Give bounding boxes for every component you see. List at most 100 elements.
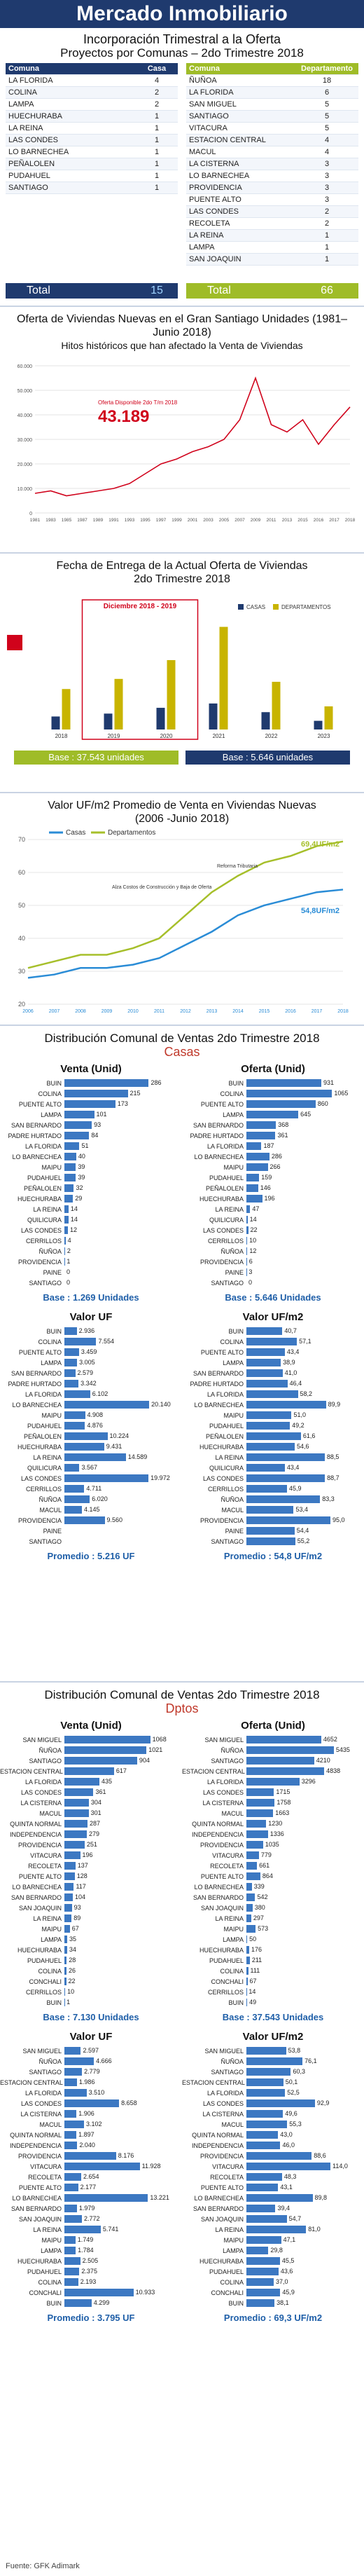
bar-value: 50 [249, 1936, 257, 1943]
bar-label: SAN BERNARDO [10, 2205, 62, 2212]
bar-track: 137 [64, 1862, 178, 1870]
bar-label: MACUL [39, 2121, 62, 2128]
bar-label: SANTIAGO [211, 1537, 244, 1545]
bar-label: MAIPU [41, 2236, 62, 2244]
bar-track [64, 1537, 178, 1545]
bar-value: 1035 [265, 1841, 279, 1848]
bar-track: 4652 [246, 1736, 360, 1743]
bar-track: 13.221 [64, 2194, 178, 2202]
bar-row: ESTACION CENTRAL 4838 [182, 1766, 360, 1776]
bar-value: 111 [250, 1967, 260, 1974]
bar-row: PAINE 0 [0, 1267, 178, 1277]
bar-track: 29 [64, 1195, 178, 1203]
bar-row: ÑUÑOA 2 [0, 1246, 178, 1256]
bar-list: SAN MIGUEL 2.597 ÑUÑOA 4.666 SANTIAGO 2.779 ES… [0, 2043, 182, 2308]
bar-label: QUINTA NORMAL [192, 2131, 244, 2139]
bar-track: 368 [246, 1121, 360, 1129]
bar-row: PUENTE ALTO 128 [0, 1871, 178, 1882]
y-tick-label: 20 [18, 1001, 25, 1008]
bar-track: 41,0 [246, 1369, 360, 1377]
bar-track: 279 [64, 1830, 178, 1838]
cell-comuna: PROVIDENCIA [186, 181, 295, 194]
bar-track: 215 [64, 1090, 178, 1097]
bar-label: LAMPA [41, 1111, 62, 1118]
bar [64, 1359, 78, 1366]
bar-row: LA REINA 89 [0, 1913, 178, 1924]
bar [64, 2226, 101, 2233]
bar-label: MAIPU [223, 1925, 244, 1933]
bar-row: BUIN 931 [182, 1078, 360, 1088]
bar-track: 1.897 [64, 2131, 178, 2139]
bar-row: QUILICURA 14 [182, 1214, 360, 1225]
cell-comuna: LO BARNECHEA [186, 170, 295, 182]
bar-track: 2.654 [64, 2173, 178, 2181]
bar [64, 2142, 78, 2149]
bar [246, 1359, 281, 1366]
panel-title: Venta (Unid) [60, 1063, 122, 1075]
bar-track: 1336 [246, 1830, 360, 1838]
bar-row: SANTIAGO 4210 [182, 1755, 360, 1766]
bar-track: 67 [246, 1978, 360, 1985]
bar-label: LAMPA [223, 1359, 244, 1366]
bar-label: LAMPA [41, 1936, 62, 1943]
bar-label: LAMPA [41, 2247, 62, 2254]
bar [64, 2173, 81, 2181]
bar-label: BUIN [46, 1327, 62, 1335]
cell-count: 5 [295, 122, 358, 135]
bar-value: 88,6 [314, 2152, 326, 2159]
bar-row: LO BARNECHEA 13.221 [0, 2193, 178, 2203]
bar [64, 1904, 72, 1912]
bar-track: 54,6 [246, 1443, 360, 1451]
bar-label: MAIPU [41, 1925, 62, 1933]
bar-value: 2.193 [80, 2278, 97, 2285]
bar-track: 211 [246, 1957, 360, 1964]
x-tick-label: 2017 [329, 518, 340, 523]
table-row: SANTIAGO 5 [186, 110, 358, 123]
bar [64, 1216, 69, 1224]
bar-value: 4652 [323, 1736, 337, 1743]
bar-value: 3296 [301, 1778, 316, 1785]
bar-label: SANTIAGO [29, 1537, 62, 1545]
bar [246, 2068, 291, 2076]
casas-valor-uf-panel: Valor UF BUIN 2.936 COLINA 7.554 PUENTE ALTO 3… [0, 1311, 182, 1561]
bar-row: SANTIAGO 904 [0, 1755, 178, 1766]
panel-summary: Base : 7.130 Unidades [43, 2012, 139, 2022]
bar [64, 1163, 76, 1171]
bar-value: 4.145 [83, 1506, 100, 1513]
casas-valor-ufm2-panel: Valor UF/m2 BUIN 40,7 COLINA 57,1 PUENTE ALTO… [182, 1311, 364, 1561]
bar-track: 37,0 [246, 2278, 360, 2286]
bar [246, 1746, 334, 1754]
bar-row: SAN BERNARDO 542 [182, 1892, 360, 1903]
bar-value: 43,1 [280, 2184, 293, 2191]
bar-value: 1336 [270, 1830, 284, 1837]
bar [64, 1788, 94, 1796]
bar-track: 645 [246, 1111, 360, 1118]
table-dptos-grid: Comuna Departamento ÑUÑOA 18 LA FLORIDA 6 SA… [186, 63, 358, 266]
bar-track: 2.040 [64, 2142, 178, 2149]
bar-track: 2.375 [64, 2268, 178, 2275]
bar [246, 1936, 248, 1943]
bar-label: VITACURA [212, 1851, 244, 1859]
bar-row: PAINE [0, 1526, 178, 1536]
bar-row: PROVIDENCIA 9.560 [0, 1515, 178, 1526]
cell-count: 1 [136, 181, 178, 194]
bar-label: MACUL [221, 1809, 244, 1817]
x-tick-label: 2006 [22, 1009, 34, 1014]
bar-track: 22 [64, 1978, 178, 1985]
bar-label: LA CISTERNA [20, 1799, 62, 1807]
x-tick-label: 2011 [267, 518, 276, 523]
bar-row: SAN BERNARDO 1.979 [0, 2203, 178, 2214]
table-row: SANTIAGO 1 [6, 181, 178, 194]
bar-label: ÑUÑOA [38, 1746, 62, 1754]
bar-casas [261, 712, 270, 729]
legend-casas: CASAS [246, 604, 265, 610]
cell-comuna: PEÑALOLEN [6, 158, 136, 170]
bar-track: 48,3 [246, 2173, 360, 2181]
bar-value: 14 [248, 1988, 256, 1995]
bar-track: 11.928 [64, 2163, 178, 2170]
bar-label: HUECHURABA [199, 2257, 244, 2265]
bar-row: INDEPENDENCIA 1336 [182, 1829, 360, 1839]
table-row: PUENTE ALTO 3 [186, 193, 358, 206]
bar-label: SANTIAGO [29, 1757, 62, 1765]
bar-value: 1068 [152, 1736, 167, 1743]
